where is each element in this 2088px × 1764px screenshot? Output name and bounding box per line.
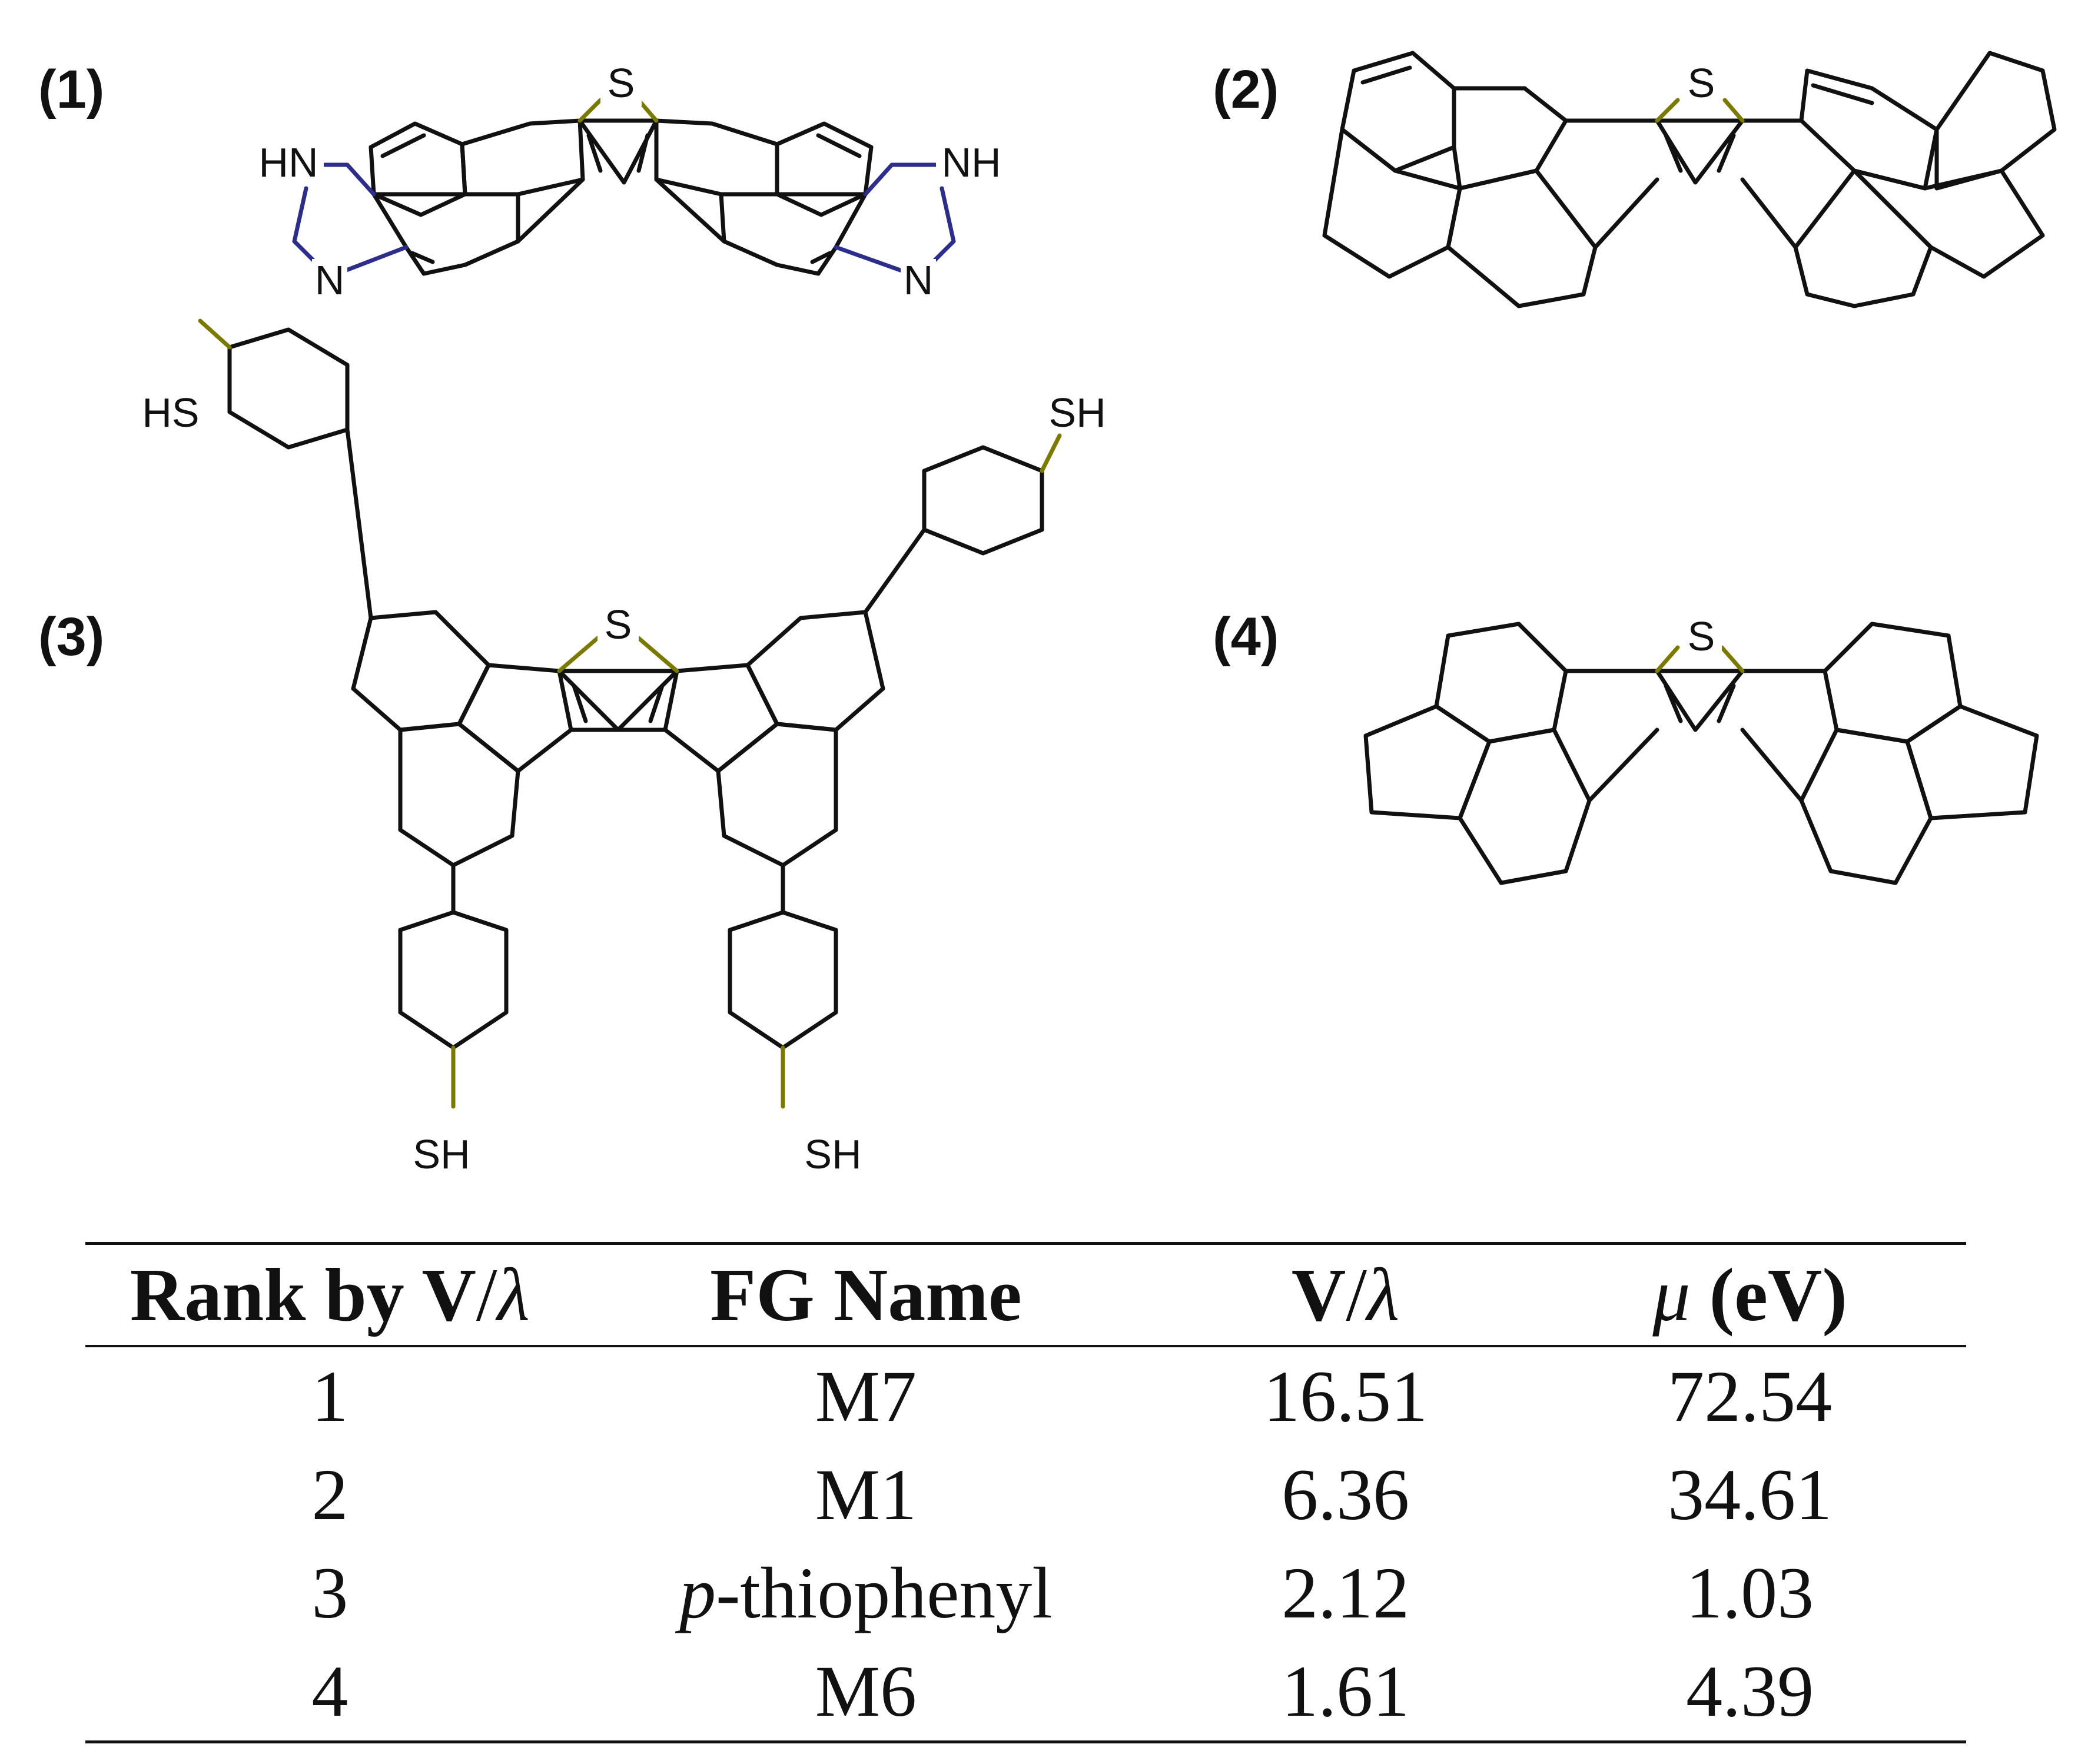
cell-fg-name: M1 [815, 1454, 917, 1535]
panel-label-4: (4) [1213, 607, 1279, 667]
atom-s-m3: S [605, 602, 632, 647]
atom-s-m2: S [1688, 60, 1715, 106]
cell-fg-name: M6 [574, 1642, 1158, 1743]
header-rank: Rank by V/λ [85, 1242, 575, 1347]
ranking-table-wrapper: Rank by V/λ FG Name V/λ μ (eV) 1 M7 16.5… [85, 1242, 1966, 1743]
molecule-figure: (1) (2) (3) (4) [38, 51, 2057, 1177]
molecule-4 [1363, 622, 2039, 885]
cell-mu: 4.39 [1533, 1642, 1966, 1743]
table-row: 1 M7 16.51 72.54 [85, 1346, 1966, 1446]
structures-svg: S HN N NH N S S HS SH SH SH S [142, 51, 2057, 1177]
atom-sh-bl-m3: SH [413, 1131, 470, 1177]
cell-mu: 34.61 [1668, 1454, 1833, 1535]
cell-v-lambda: 1.61 [1157, 1642, 1534, 1743]
table-row: 3 p-thiophenyl 2.12 1.03 [85, 1544, 1966, 1642]
cell-mu: 72.54 [1668, 1356, 1833, 1437]
cell-v-lambda: 2.12 [1282, 1552, 1410, 1633]
atom-s-m1: S [608, 60, 635, 106]
table-row: 2 M1 6.36 34.61 [85, 1446, 1966, 1544]
header-mu: μ (eV) [1533, 1242, 1966, 1347]
molecule-1 [292, 98, 956, 279]
panel-label-3: (3) [38, 607, 105, 667]
ranking-table: Rank by V/λ FG Name V/λ μ (eV) 1 M7 16.5… [85, 1242, 1966, 1743]
atom-nh-left-m1: HN [258, 139, 318, 185]
table-header-row: Rank by V/λ FG Name V/λ μ (eV) [85, 1242, 1966, 1347]
atom-nh-right-m1: NH [941, 139, 1001, 185]
cell-rank: 3 [311, 1552, 348, 1633]
cell-rank: 2 [311, 1454, 348, 1535]
header-v-lambda: V/λ [1157, 1242, 1534, 1347]
atom-sh-br-m3: SH [804, 1131, 861, 1177]
atom-sh-tl-m3: HS [142, 390, 199, 436]
cell-fg-name: M7 [815, 1356, 917, 1437]
panel-label-1: (1) [38, 59, 105, 119]
atom-sh-tr-m3: SH [1048, 390, 1106, 436]
cell-rank: 1 [311, 1356, 348, 1437]
cell-v-lambda: 16.51 [1263, 1356, 1428, 1437]
cell-v-lambda: 6.36 [1282, 1454, 1410, 1535]
cell-fg-name: p-thiophenyl [679, 1552, 1053, 1633]
table-row: 4 M6 1.61 4.39 [85, 1642, 1966, 1743]
atom-n-left-m1: N [315, 257, 345, 303]
molecule-2 [1322, 51, 2057, 308]
cell-rank: 4 [85, 1642, 575, 1743]
cell-mu: 1.03 [1686, 1552, 1814, 1633]
molecule-3 [198, 318, 1062, 1109]
atom-s-m4: S [1688, 613, 1715, 659]
atom-n-right-m1: N [904, 257, 934, 303]
header-fg-name: FG Name [574, 1242, 1158, 1347]
panel-label-2: (2) [1213, 59, 1279, 119]
